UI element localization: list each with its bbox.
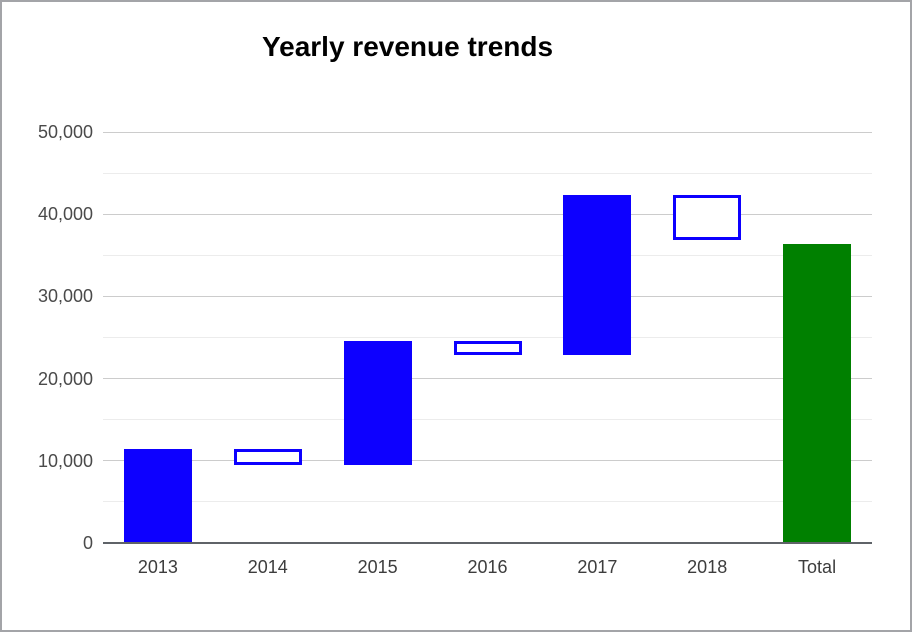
bar-2013[interactable] (123, 449, 192, 543)
x-tick-label-2017: 2017 (577, 557, 618, 577)
x-tick-label-total: Total (798, 557, 837, 577)
bar-total[interactable] (783, 243, 852, 543)
x-tick-label-2015: 2015 (357, 557, 398, 577)
major-gridline (103, 378, 872, 380)
x-tick-label-2016: 2016 (467, 557, 508, 577)
y-tick-label: 50,000 (37, 122, 93, 142)
y-tick-label: 30,000 (37, 286, 93, 307)
plot-area (103, 131, 872, 544)
x-tick-label-2018: 2018 (687, 557, 728, 577)
bar-2014[interactable] (233, 449, 302, 465)
major-gridline (103, 295, 872, 297)
minor-gridline (103, 172, 872, 174)
bar-2017[interactable] (563, 195, 632, 355)
bar-2016[interactable] (453, 340, 522, 355)
major-gridline (103, 131, 872, 133)
y-tick-label: 10,000 (37, 450, 93, 471)
minor-gridline (103, 337, 872, 338)
y-tick-label: 20,000 (37, 368, 93, 389)
major-gridline (103, 460, 872, 462)
x-tick-label-2013: 2013 (137, 557, 178, 577)
y-tick-label: 0 (82, 533, 93, 553)
y-tick-label: 40,000 (37, 204, 93, 225)
minor-gridline (103, 419, 872, 421)
bar-2018[interactable] (673, 195, 742, 240)
minor-gridline (103, 254, 872, 256)
x-tick-label-2014: 2014 (247, 557, 288, 577)
bar-2015[interactable] (343, 340, 412, 465)
minor-gridline (103, 501, 872, 503)
x-axis-line (103, 541, 872, 544)
chart-title: Yearly revenue trends (262, 31, 554, 62)
major-gridline (103, 213, 872, 215)
